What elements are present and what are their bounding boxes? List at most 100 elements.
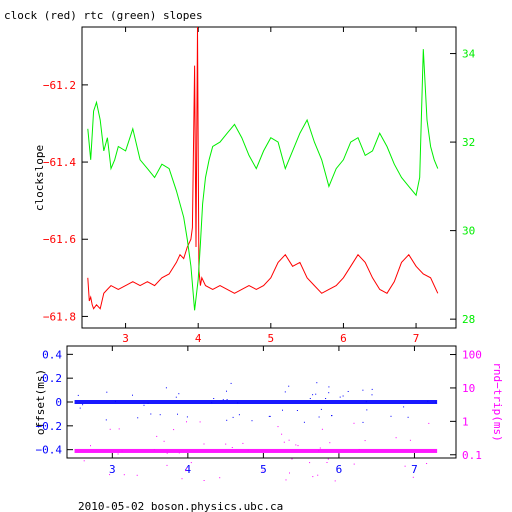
- scatter-point-rnd-trip: [123, 474, 125, 476]
- y2-tick-label: 1: [462, 415, 469, 428]
- scatter-point-offset: [303, 421, 305, 423]
- scatter-point-rnd-trip: [136, 474, 138, 476]
- scatter-point-rnd-trip: [395, 437, 397, 439]
- scatter-point-rnd-trip: [281, 433, 283, 435]
- scatter-point-offset: [362, 421, 364, 423]
- scatter-point-rnd-trip: [178, 452, 180, 454]
- scatter-point-rnd-trip: [428, 422, 430, 424]
- scatter-point-offset: [362, 389, 364, 391]
- y-tick-label: −61.4: [43, 156, 76, 169]
- scatter-point-offset: [238, 414, 240, 416]
- plot-content: 3 4 5 6 7 −0.4 −0.2 0 0.2 0.4 0.1 1 10 100: [36, 346, 482, 482]
- scatter-point-rnd-trip: [90, 445, 91, 447]
- scatter-point-rnd-trip: [318, 450, 320, 452]
- y-tick-label: −0.2: [36, 420, 63, 433]
- scatter-point-offset: [114, 400, 116, 402]
- scatter-point-rnd-trip: [309, 462, 311, 464]
- scatter-point-offset: [318, 416, 320, 418]
- y2-tick-label: 34: [462, 48, 476, 61]
- scatter-point-offset: [211, 402, 213, 404]
- scatter-point-rnd-trip: [199, 421, 201, 423]
- scatter-point-rnd-trip: [225, 443, 227, 445]
- x-tick-label: 6: [340, 332, 347, 345]
- scatter-point-rnd-trip: [277, 426, 279, 428]
- scatter-point-offset: [371, 394, 373, 396]
- offset-chart: offset(ms) rnd−trip(ms) 3 4 5 6 7 −0.4 −0.2 0 0.…: [34, 345, 504, 482]
- scatter-point-offset: [282, 409, 283, 411]
- footer-text: 2010-05-02 boson.physics.ubc.ca: [78, 500, 283, 512]
- x-tick-label: 7: [411, 463, 418, 476]
- scatter-point-offset: [328, 386, 330, 388]
- scatter-point-offset: [237, 402, 239, 404]
- scatter-point-rnd-trip: [319, 447, 321, 449]
- scatter-point-rnd-trip: [317, 474, 319, 476]
- scatter-point-offset: [347, 391, 349, 392]
- y2-tick-label: 10: [462, 382, 475, 395]
- scatter-point-offset: [226, 390, 227, 392]
- x-tick-label: 4: [195, 332, 202, 345]
- scatter-point-offset: [366, 409, 368, 411]
- scatter-point-rnd-trip: [291, 458, 293, 460]
- slopes-chart: clockslope 3 4 5 6 7−61.8−61.6−61.4−61.22830…: [33, 26, 476, 345]
- scatter-point-offset: [143, 404, 145, 406]
- scatter-point-rnd-trip: [109, 474, 111, 476]
- scatter-point-rnd-trip: [186, 421, 187, 423]
- scatter-point-offset: [403, 406, 405, 408]
- scatter-point-offset: [165, 387, 167, 389]
- scatter-point-rnd-trip: [186, 467, 187, 469]
- y2-tick-label: 0.1: [462, 449, 482, 462]
- scatter-point-rnd-trip: [312, 476, 314, 478]
- scatter-point-offset: [106, 391, 108, 393]
- scatter-point-offset: [390, 415, 392, 417]
- scatter-point-rnd-trip: [353, 422, 355, 424]
- scatter-point-offset: [269, 415, 271, 417]
- scatter-point-rnd-trip: [404, 465, 406, 467]
- x-tick-label: 5: [268, 332, 275, 345]
- scatter-point-offset: [288, 385, 290, 387]
- scatter-point-rnd-trip: [109, 428, 111, 430]
- y-tick-label: 0.2: [42, 372, 62, 385]
- chart-title: clock (red) rtc (green) slopes: [4, 9, 203, 22]
- scatter-point-rnd-trip: [426, 463, 428, 464]
- scatter-point-rnd-trip: [166, 464, 168, 466]
- scatter-point-offset: [175, 396, 177, 398]
- x-tick-label: 6: [336, 463, 343, 476]
- scatter-point-rnd-trip: [121, 450, 123, 452]
- scatter-point-offset: [312, 394, 314, 396]
- y2-tick-label: 28: [462, 313, 475, 326]
- scatter-point-rnd-trip: [353, 463, 355, 465]
- scatter-point-rnd-trip: [297, 445, 299, 447]
- x-tick-label: 3: [122, 332, 129, 345]
- scatter-point-offset: [371, 388, 373, 390]
- scatter-point-rnd-trip: [173, 429, 175, 431]
- scatter-point-offset: [251, 420, 253, 422]
- scatter-point-offset: [150, 413, 152, 415]
- scatter-point-offset: [407, 416, 409, 418]
- scatter-point-offset: [320, 408, 322, 410]
- scatter-point-offset: [268, 415, 270, 417]
- scatter-point-offset: [230, 382, 232, 384]
- scatter-point-offset: [365, 401, 367, 403]
- scatter-point-rnd-trip: [285, 479, 287, 481]
- scatter-point-rnd-trip: [219, 477, 221, 479]
- scatter-point-rnd-trip: [262, 470, 264, 472]
- scatter-point-rnd-trip: [190, 462, 192, 464]
- scatter-point-rnd-trip: [83, 460, 85, 462]
- y-tick-label: −61.2: [43, 79, 76, 92]
- series-line-rtc: [87, 49, 439, 311]
- scatter-point-offset: [82, 404, 84, 406]
- scatter-point-rnd-trip: [412, 476, 414, 478]
- scatter-point-offset: [315, 393, 317, 395]
- scatter-point-rnd-trip: [327, 458, 329, 460]
- y-tick-label: −61.6: [43, 233, 76, 246]
- scatter-point-rnd-trip: [409, 439, 411, 441]
- y-tick-label: 0.4: [42, 348, 62, 361]
- scatter-point-rnd-trip: [364, 440, 366, 442]
- scatter-point-offset: [222, 399, 224, 401]
- y-tick-label: −61.8: [43, 310, 76, 323]
- scatter-point-rnd-trip: [334, 480, 336, 482]
- scatter-point-rnd-trip: [338, 452, 340, 454]
- scatter-point-rnd-trip: [156, 435, 158, 437]
- scatter-point-offset: [186, 416, 188, 418]
